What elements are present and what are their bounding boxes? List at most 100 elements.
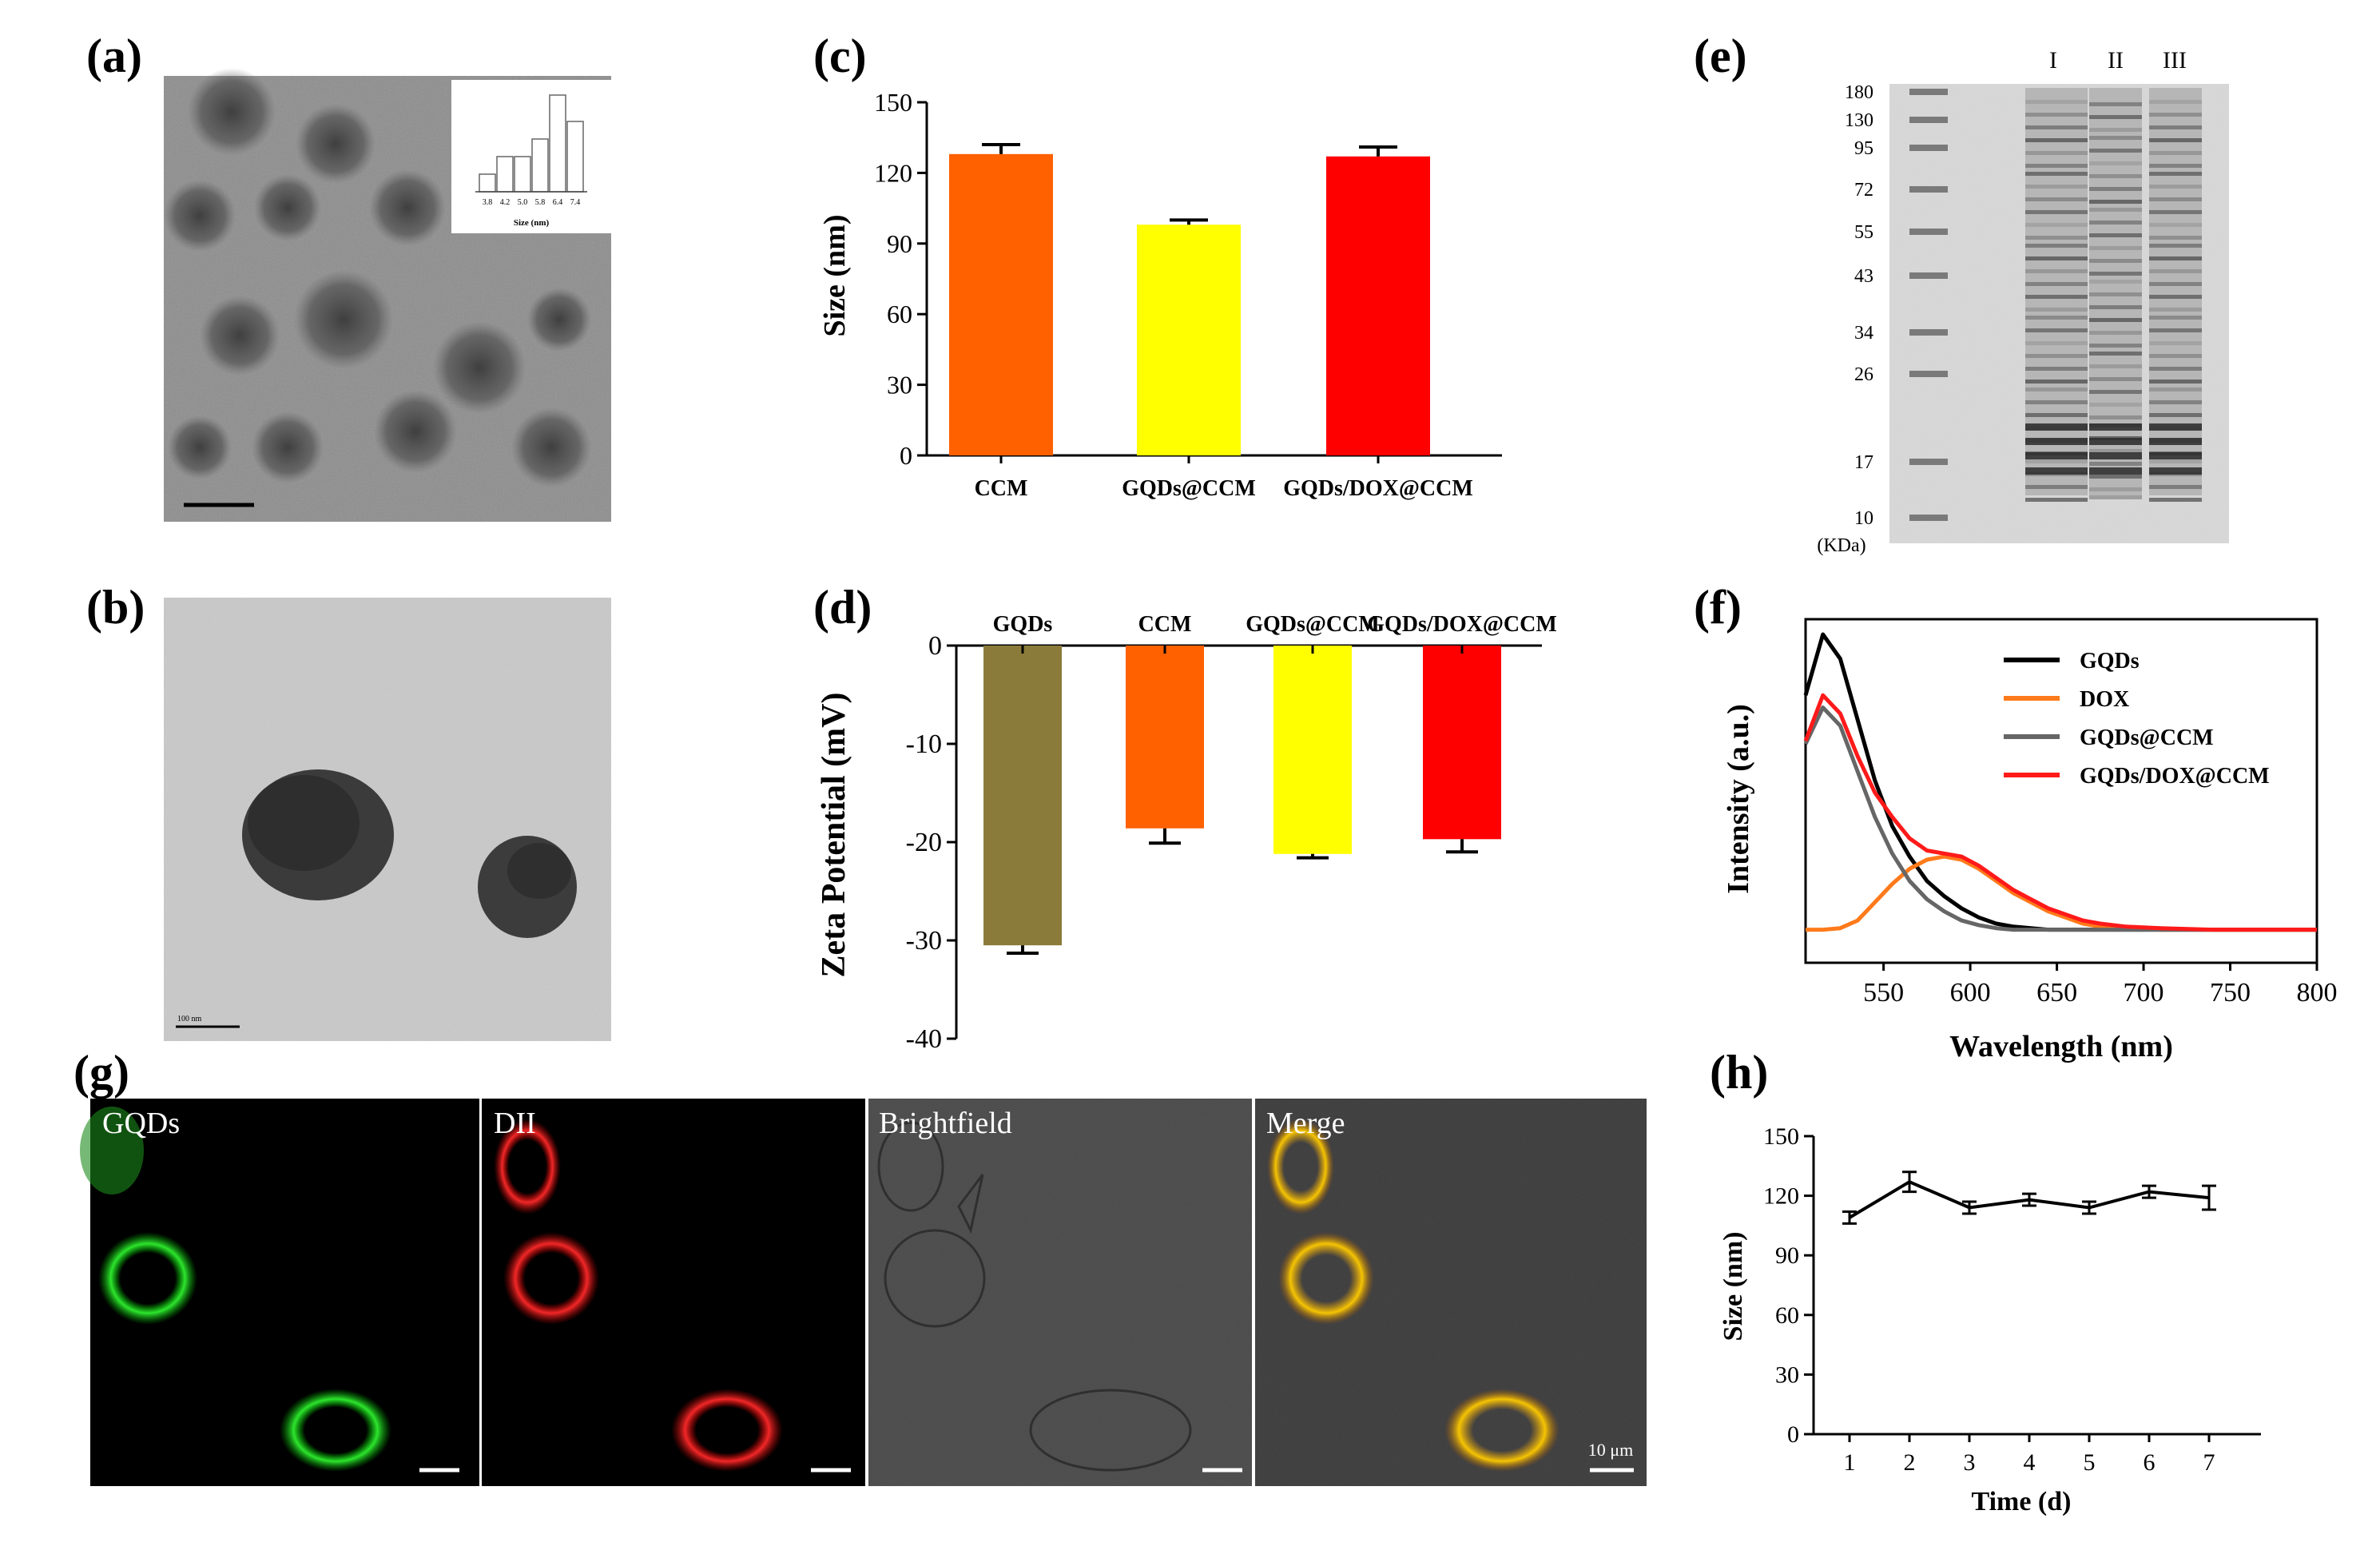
image-gqds-label: GQDs: [102, 1107, 180, 1140]
h-x-tick-label: 2: [1904, 1449, 1916, 1476]
gel-band: [2149, 151, 2202, 155]
gel-band: [2025, 151, 2088, 155]
gel-band: [2149, 269, 2202, 273]
gel-band: [2149, 341, 2202, 345]
gel-major-band: [2089, 467, 2142, 475]
c-y-tick-label: 0: [900, 441, 912, 470]
h-x-tick-label: 7: [2203, 1449, 2215, 1476]
gel-band: [2149, 185, 2202, 189]
gel-band: [2149, 197, 2202, 201]
gel-band: [2025, 244, 2088, 248]
gel-band: [2089, 318, 2142, 322]
gel-band: [2025, 367, 2088, 371]
panel-f-line-chart: 550 600 650 700 750 800 GQDs DOX GQDs@CCM GQDs/DO…: [1803, 618, 2338, 1008]
panel-f-label: (f): [1694, 581, 1742, 634]
d-bar-GQDs: [983, 646, 1062, 946]
gel-band: [2089, 233, 2142, 237]
gel-band: [2025, 113, 2088, 117]
gel-band: [2149, 236, 2202, 240]
c-x-tick-label: GQDs@CCM: [1122, 476, 1256, 501]
gel-band: [2025, 295, 2088, 299]
gel-band: [2025, 138, 2088, 142]
gel-band: [2149, 400, 2202, 404]
gel-major-band: [2025, 467, 2088, 475]
gel-band: [2089, 364, 2142, 368]
gel-major-band: [2149, 423, 2202, 431]
h-y-tick-label: 90: [1775, 1242, 1799, 1269]
gel-major-band: [2089, 438, 2142, 445]
d-bar-GQDs@CCM: [1273, 646, 1352, 854]
c-y-tick-label: 60: [887, 300, 912, 328]
gel-lane-smear: [2149, 88, 2202, 495]
f-x-tick-label: 700: [2124, 978, 2164, 1008]
panel-b-label: (b): [86, 581, 145, 634]
panel-c-ylabel: Size (nm): [818, 214, 852, 336]
h-y-tick-label: 120: [1763, 1183, 1799, 1210]
image-merge-label: Merge: [1266, 1107, 1345, 1140]
gel-major-band: [2149, 438, 2202, 445]
gel-band: [2149, 459, 2202, 463]
c-bar-CCM: [949, 153, 1053, 455]
gel-band: [2025, 498, 2088, 502]
gel-marker-label-95: 95: [1854, 138, 1873, 159]
f-x-tick-label: 800: [2297, 978, 2338, 1008]
image-merge: Merge 10 μm: [1255, 1099, 1647, 1486]
panel-b-scale-label: 100 nm: [177, 1015, 202, 1023]
gel-band: [2089, 280, 2142, 284]
gel-band: [2089, 415, 2142, 419]
gel-band: [2089, 495, 2142, 499]
gel-band: [2149, 210, 2202, 214]
gel-band: [2025, 185, 2088, 189]
image-dii-label: DII: [494, 1107, 536, 1140]
d-x-tick-label: GQDs: [993, 612, 1053, 637]
gel-band: [2089, 200, 2142, 204]
c-x-tick-label: CCM: [975, 476, 1028, 501]
gel-band: [2025, 459, 2088, 463]
inset-tick-label: 5.0: [518, 198, 528, 207]
h-x-tick-label: 4: [2024, 1449, 2036, 1476]
c-x-tick-label: GQDs/DOX@CCM: [1283, 476, 1473, 501]
gel-band: [2025, 269, 2088, 273]
gel-band: [2089, 292, 2142, 296]
gel-band: [2149, 295, 2202, 299]
panel-c-bar-chart: 0 30 60 90 120 150 CCM GQDs@CCM GQDs/DOX@CCM: [874, 88, 1502, 501]
gel-band: [2149, 413, 2202, 417]
panel-h-label: (h): [1710, 1046, 1768, 1099]
d-y-tick-label: -20: [906, 828, 942, 857]
d-y-tick-label: 0: [928, 631, 942, 661]
f-series-GQDs/DOX@CCM: [1803, 693, 2317, 932]
gel-band: [2025, 256, 2088, 260]
gel-band: [2149, 282, 2202, 286]
image-merge-scale-label: 10 μm: [1588, 1440, 1633, 1460]
gel-band: [2089, 475, 2142, 479]
gel-band: [2149, 316, 2202, 320]
gel-band: [2089, 331, 2142, 335]
gel-band: [2149, 244, 2202, 248]
f-legend-label: DOX: [2080, 687, 2129, 712]
d-y-tick-label: -10: [906, 729, 942, 759]
panel-e-label: (e): [1694, 30, 1747, 82]
panel-h-ylabel: Size (nm): [1718, 1232, 1748, 1341]
gel-band: [2149, 172, 2202, 176]
panel-a-inset-xlabel: Size (nm): [514, 218, 550, 228]
gel-band: [2025, 388, 2088, 391]
panel-f-ylabel: Intensity (a.u.): [1722, 704, 1755, 894]
gel-band: [2025, 197, 2088, 201]
inset-tick-label: 6.4: [553, 198, 563, 207]
gel-band: [2025, 125, 2088, 129]
gel-unit-label: (KDa): [1817, 535, 1865, 556]
gel-major-band: [2025, 423, 2088, 431]
gel-marker-label-26: 26: [1854, 364, 1873, 385]
h-x-tick-label: 6: [2144, 1449, 2156, 1476]
gel-band: [2089, 390, 2142, 394]
gel-band: [2149, 308, 2202, 312]
image-dii: DII: [482, 1099, 865, 1486]
gel-band: [2089, 403, 2142, 407]
d-x-tick-label: GQDs@CCM: [1246, 612, 1380, 637]
gel-band: [2089, 102, 2142, 106]
gel-band: [2025, 282, 2088, 286]
gel-marker-label-72: 72: [1854, 180, 1873, 201]
gel-marker-label-17: 17: [1854, 452, 1873, 473]
d-y-tick-label: -40: [906, 1024, 942, 1054]
